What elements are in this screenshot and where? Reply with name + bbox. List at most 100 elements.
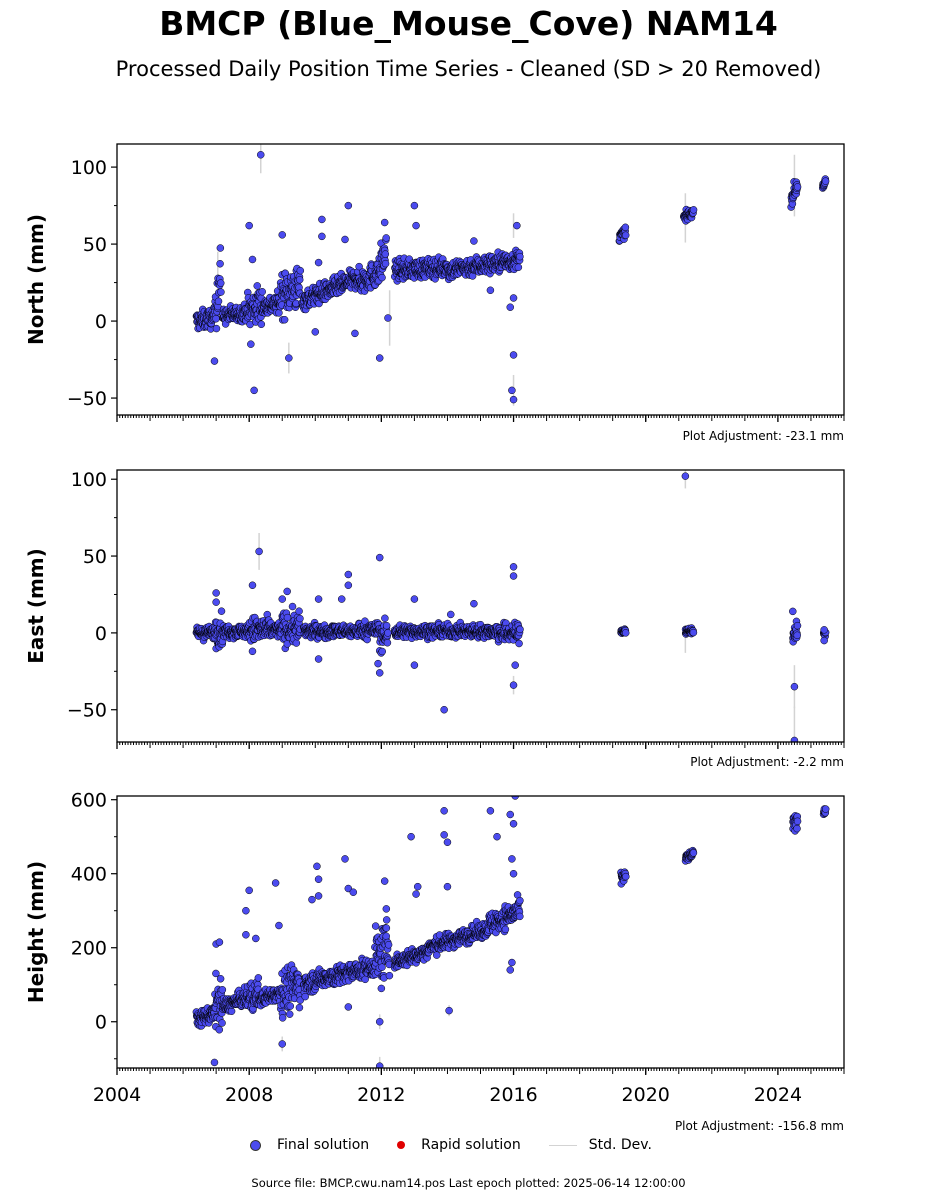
data-point [296, 266, 305, 275]
chart-title: BMCP (Blue_Mouse_Cove) NAM14 [159, 4, 778, 43]
y-axis-label: East (mm) [24, 548, 48, 664]
data-point [689, 628, 698, 637]
data-point [292, 639, 301, 647]
outlier-point [308, 895, 316, 904]
outlier-point [445, 1006, 453, 1015]
outlier-point [443, 882, 452, 891]
outlier-point [318, 215, 326, 224]
outlier-point [314, 655, 323, 663]
outlier-point [440, 807, 448, 815]
outlier-point [210, 357, 219, 365]
data-point [295, 1003, 304, 1012]
outlier-point [443, 838, 452, 847]
data-point [371, 922, 380, 930]
outlier-point [314, 258, 323, 267]
outlier-point [511, 796, 519, 800]
data-point [218, 1019, 226, 1027]
data-point [384, 941, 393, 949]
outlier-point [248, 581, 257, 590]
outlier-point [341, 235, 349, 244]
data-point [212, 969, 220, 978]
outlier-point [313, 862, 321, 871]
axes-frame [116, 469, 845, 743]
outlier-point [210, 1058, 219, 1067]
data-point [378, 963, 386, 971]
data-layer [192, 470, 830, 742]
outlier-point [250, 386, 258, 395]
y-tick-label: −50 [67, 700, 107, 722]
data-point [516, 252, 524, 261]
outlier-point [509, 869, 518, 878]
data-point [218, 986, 227, 994]
outlier-point [440, 831, 448, 839]
outlier-point [509, 395, 518, 404]
outlier-point [412, 221, 420, 230]
outlier-point [380, 877, 389, 885]
outlier-point [440, 705, 448, 714]
outlier-point [375, 553, 384, 562]
outlier-point [410, 595, 419, 603]
legend-item-std: Std. Dev. [548, 1137, 652, 1153]
outlier-point [212, 589, 220, 597]
outlier-point [681, 472, 690, 480]
outlier-point [375, 1017, 384, 1026]
outlier-point [375, 354, 384, 362]
data-layer [192, 796, 830, 1068]
data-point [278, 1014, 287, 1022]
data-point [212, 324, 221, 333]
outlier-point [374, 659, 382, 668]
y-tick-label: 0 [95, 1012, 107, 1034]
outlier-point [508, 855, 516, 863]
outlier-point [506, 810, 514, 819]
data-point [382, 234, 390, 242]
outlier-point [215, 938, 224, 946]
x-tick-label: 2012 [357, 1084, 405, 1106]
data-point [793, 183, 802, 191]
data-point [254, 974, 263, 982]
outlier-point [344, 581, 353, 590]
outlier-point [344, 1003, 353, 1011]
data-point [514, 263, 523, 272]
outlier-point [351, 329, 359, 338]
chart-subtitle: Processed Daily Position Time Series - C… [115, 57, 822, 81]
outlier-point [242, 906, 250, 915]
outlier-point [412, 890, 420, 898]
outlier-point [344, 884, 353, 893]
outlier-point [255, 547, 263, 556]
outlier-point [486, 286, 495, 295]
x-tick-label: 2020 [622, 1084, 670, 1106]
data-point [384, 629, 392, 637]
outlier-point [375, 669, 384, 677]
data-point [501, 925, 510, 934]
data-point [217, 279, 225, 287]
outlier-point [493, 832, 501, 841]
outlier-point [337, 595, 346, 603]
data-point [378, 647, 386, 656]
legend-label-std: Std. Dev. [588, 1137, 652, 1153]
data-point [385, 971, 394, 980]
data-point [382, 924, 391, 932]
data-point [382, 916, 391, 924]
data-point [381, 614, 389, 623]
outlier-point [509, 351, 518, 359]
outlier-point [314, 892, 323, 900]
outlier-point [789, 607, 797, 616]
y-tick-label: 0 [95, 311, 107, 333]
data-point [821, 805, 830, 813]
y-tick-label: 400 [71, 864, 107, 886]
data-point [295, 275, 304, 284]
outlier-point [509, 563, 518, 571]
outlier-point [344, 201, 353, 210]
data-point [689, 849, 698, 857]
outlier-point [384, 314, 392, 322]
outlier-point [349, 888, 358, 896]
data-point [286, 1002, 295, 1010]
axes-frame [116, 143, 845, 416]
data-point [296, 614, 304, 623]
data-point [214, 297, 223, 306]
outlier-point [509, 820, 518, 828]
data-point [355, 262, 363, 271]
y-tick-label: 600 [71, 790, 107, 812]
data-layer [192, 144, 830, 406]
